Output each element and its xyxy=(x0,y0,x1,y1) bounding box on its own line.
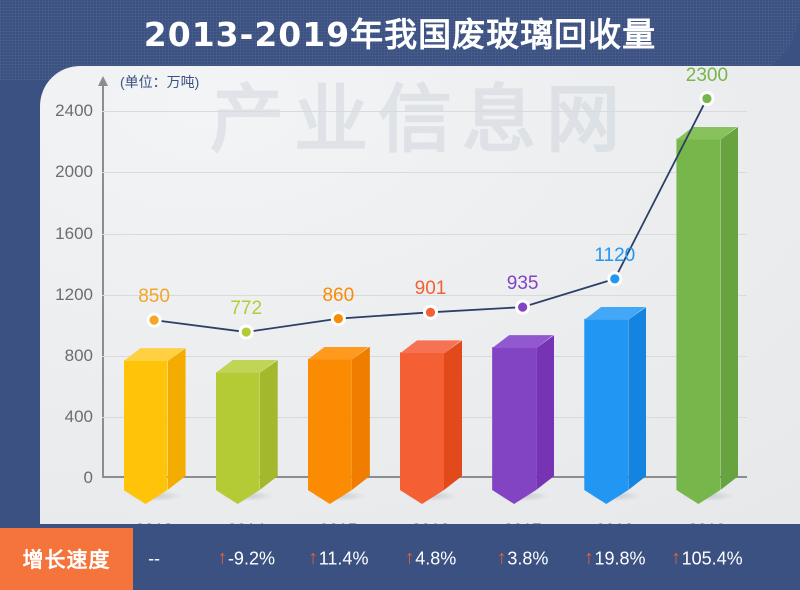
gridline xyxy=(102,233,747,235)
arrow-up-icon: ↑ xyxy=(584,547,594,569)
y-axis-tick-label: 0 xyxy=(83,468,93,487)
bar-top-face xyxy=(584,307,645,320)
bar-side-face xyxy=(444,340,462,490)
x-axis-label-2013: 2013 xyxy=(135,520,173,524)
page-title: 2013-2019年我国废玻璃回收量 xyxy=(143,15,657,54)
data-point-2015 xyxy=(333,313,343,324)
y-axis-line xyxy=(102,84,104,478)
trend-line-layer xyxy=(146,91,715,340)
data-point-2018 xyxy=(610,274,620,284)
x-axis-label-2016: 2016 xyxy=(412,520,450,524)
growth-value: 19.8% xyxy=(594,548,646,569)
bar-2013 xyxy=(117,348,192,478)
data-label-2014: 772 xyxy=(230,298,263,320)
data-label-2013: 850 xyxy=(138,286,170,308)
growth-cell-2018: ↑ 19.8% xyxy=(584,549,646,570)
bar-front-face xyxy=(216,360,260,504)
data-point-2014 xyxy=(241,327,251,337)
data-label-2017: 935 xyxy=(506,273,539,295)
growth-cell-2017: ↑ 3.8% xyxy=(497,549,549,570)
data-label-2016: 901 xyxy=(414,278,447,300)
arrow-up-icon: ↑ xyxy=(217,547,227,569)
y-axis-arrow-icon xyxy=(98,76,108,86)
plot-area: (单位：万吨) 0 400 800 1200 1600 2000 2400 850 772 86… xyxy=(55,66,770,524)
bar-2014 xyxy=(209,360,284,478)
bar-side-face xyxy=(628,307,646,490)
bar-front-face xyxy=(584,307,628,504)
growth-cell-2014: ↑ -9.2% xyxy=(217,549,275,570)
bar-2017 xyxy=(486,335,561,478)
arrow-up-icon: ↑ xyxy=(404,547,415,569)
bar-2019 xyxy=(670,127,745,478)
y-axis-tick-label: 400 xyxy=(64,406,93,426)
y-axis-tick-label: 1200 xyxy=(55,284,93,304)
y-axis-tick-label: 800 xyxy=(64,345,93,365)
data-label-2019: 2300 xyxy=(685,66,729,86)
bar-side-face xyxy=(536,335,554,490)
x-axis-label-2017: 2017 xyxy=(504,520,542,524)
bar-top-face xyxy=(492,335,553,348)
x-axis-label-2018: 2018 xyxy=(596,520,634,524)
y-axis-tick-label: 2400 xyxy=(55,101,93,121)
bar-side-face xyxy=(260,360,278,490)
gridline xyxy=(102,111,747,113)
data-label-2018: 1120 xyxy=(594,244,636,266)
arrow-up-icon: ↑ xyxy=(496,547,507,569)
bar-front-face xyxy=(308,347,352,504)
y-axis-tick-label: 2000 xyxy=(55,162,93,182)
growth-value: -9.2% xyxy=(227,548,275,569)
arrow-up-icon: ↑ xyxy=(308,547,318,569)
growth-cell-2019: ↑ 105.4% xyxy=(671,549,743,570)
data-point-2013 xyxy=(149,315,159,325)
growth-value: 4.8% xyxy=(415,548,457,569)
chart-panel: 产业信息网 (单位：万吨) 0 400 800 1200 1600 2000 2400 85… xyxy=(40,66,800,524)
growth-value: 3.8% xyxy=(507,548,549,569)
bar-top-face xyxy=(124,348,185,361)
bar-side-face xyxy=(352,347,370,490)
gridline xyxy=(102,294,747,296)
bar-front-face xyxy=(676,127,720,504)
bar-top-face xyxy=(216,360,277,373)
growth-value: 11.4% xyxy=(318,548,369,569)
bar-front-face xyxy=(124,348,168,504)
x-axis-label-2015: 2015 xyxy=(319,520,357,524)
bar-front-face xyxy=(492,335,536,504)
growth-value: -- xyxy=(148,548,161,569)
growth-cell-2016: ↑ 4.8% xyxy=(405,549,457,570)
bar-2018 xyxy=(578,307,653,478)
unit-label: (单位：万吨) xyxy=(120,74,200,90)
bar-top-face xyxy=(400,340,461,353)
data-label-2015: 860 xyxy=(322,284,355,306)
bar-side-face xyxy=(720,127,738,490)
gridline xyxy=(102,172,747,174)
data-point-2017 xyxy=(518,302,528,312)
growth-value: 105.4% xyxy=(681,548,743,569)
data-point-2016 xyxy=(425,307,436,317)
x-axis-label-2019: 2019 xyxy=(688,520,726,524)
watermark-text: 产业信息网 xyxy=(210,78,630,161)
growth-cell-2015: ↑ 11.4% xyxy=(308,549,368,570)
arrow-up-icon: ↑ xyxy=(671,547,681,569)
bar-top-face xyxy=(308,347,369,360)
bar-side-face xyxy=(168,348,186,490)
growth-cell-2013: -- xyxy=(148,549,160,570)
bar-2016 xyxy=(394,340,468,478)
growth-rate-header: 增长速度 xyxy=(0,528,133,590)
x-axis-label-2014: 2014 xyxy=(227,520,265,524)
y-axis-tick-label: 1600 xyxy=(55,223,93,243)
growth-rate-cells: -- ↑ -9.2% ↑ 11.4% ↑ 4.8% ↑ 3.8% ↑ 19.8% ↑ 105.4% xyxy=(133,528,800,590)
data-point-2019 xyxy=(702,93,712,104)
bar-2015 xyxy=(301,347,376,478)
growth-rate-table: 增长速度 -- ↑ -9.2% ↑ 11.4% ↑ 4.8% ↑ 3.8% ↑ 19.8% ↑ 105.… xyxy=(0,528,800,590)
bar-front-face xyxy=(400,340,444,504)
